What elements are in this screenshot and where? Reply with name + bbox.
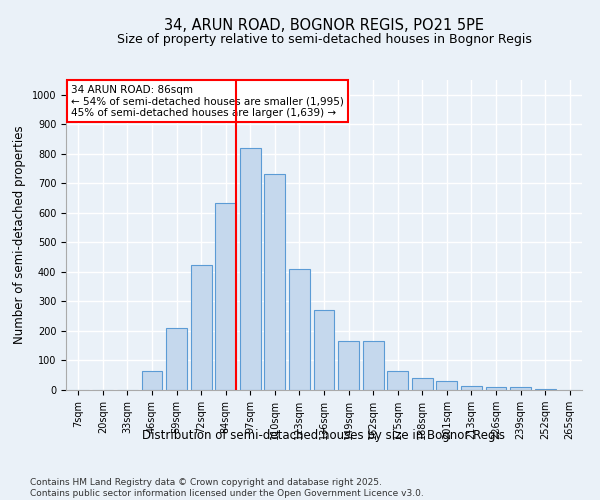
- Bar: [485, 387, 506, 390]
- Bar: [510, 387, 531, 390]
- Bar: [215, 202, 236, 390]
- Bar: [240, 148, 261, 390]
- Bar: [461, 386, 482, 390]
- Text: 34, ARUN ROAD, BOGNOR REGIS, PO21 5PE: 34, ARUN ROAD, BOGNOR REGIS, PO21 5PE: [164, 18, 484, 32]
- Bar: [142, 371, 163, 390]
- Bar: [265, 174, 286, 390]
- Text: 34 ARUN ROAD: 86sqm
← 54% of semi-detached houses are smaller (1,995)
45% of sem: 34 ARUN ROAD: 86sqm ← 54% of semi-detach…: [71, 84, 344, 118]
- Bar: [289, 269, 310, 390]
- Text: Contains HM Land Registry data © Crown copyright and database right 2025.
Contai: Contains HM Land Registry data © Crown c…: [30, 478, 424, 498]
- Bar: [436, 381, 457, 390]
- Bar: [191, 264, 212, 390]
- Bar: [535, 388, 556, 390]
- Bar: [362, 342, 383, 390]
- Bar: [338, 342, 359, 390]
- Bar: [314, 310, 334, 390]
- Text: Size of property relative to semi-detached houses in Bognor Regis: Size of property relative to semi-detach…: [116, 32, 532, 46]
- Bar: [412, 378, 433, 390]
- Bar: [387, 371, 408, 390]
- Text: Distribution of semi-detached houses by size in Bognor Regis: Distribution of semi-detached houses by …: [143, 428, 505, 442]
- Bar: [166, 328, 187, 390]
- Y-axis label: Number of semi-detached properties: Number of semi-detached properties: [13, 126, 26, 344]
